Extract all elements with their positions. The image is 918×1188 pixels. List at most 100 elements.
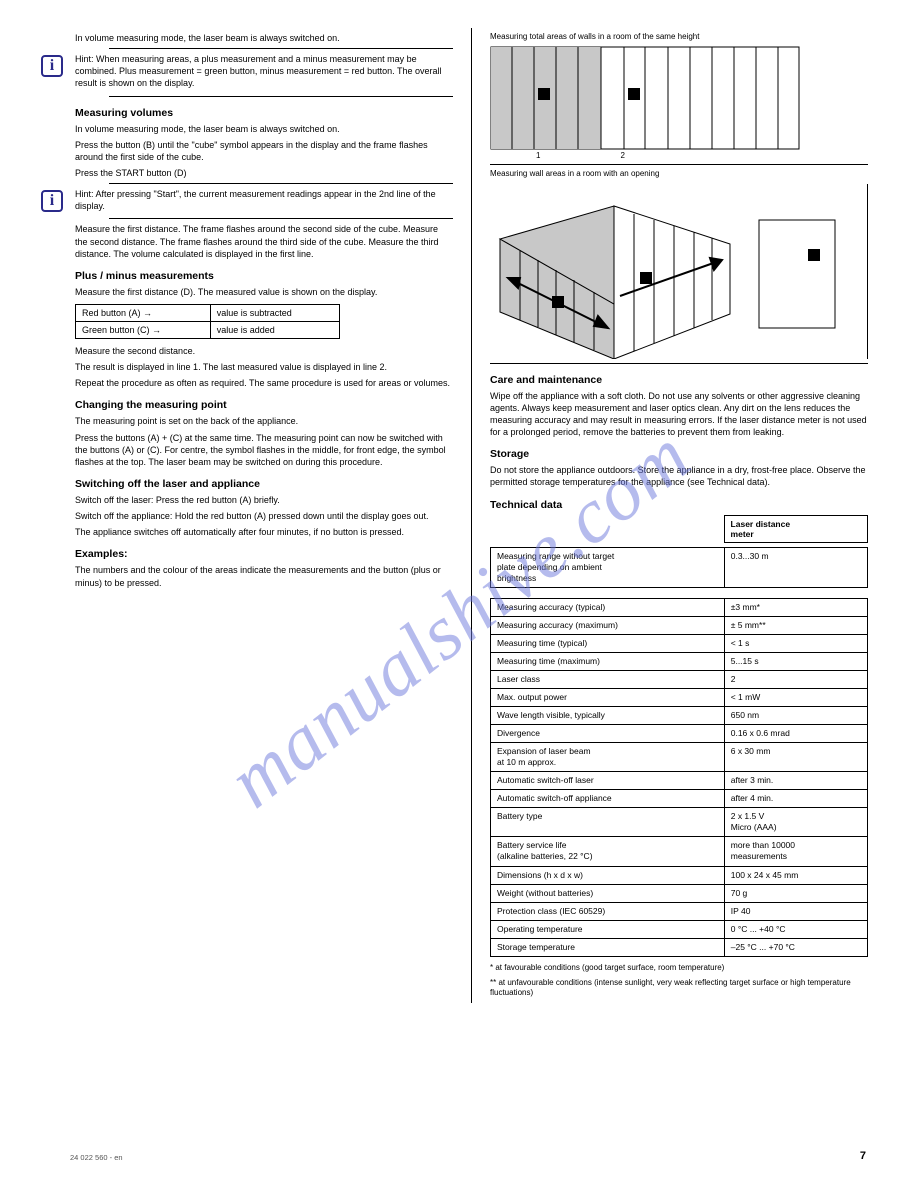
diag-label: 2 [620, 151, 624, 160]
text-para: Measure the second distance. [75, 345, 453, 357]
divider [109, 48, 453, 49]
table-cell: Dimensions (h x d x w) [491, 866, 725, 884]
text-para: Press the START button (D) [75, 167, 453, 179]
spec-table: Measuring accuracy (typical)±3 mm*Measur… [490, 598, 868, 957]
text-para: Press the buttons (A) + (C) at the same … [75, 432, 453, 468]
table-cell: Operating temperature [491, 920, 725, 938]
column-left: In volume measuring mode, the laser beam… [40, 28, 472, 1003]
table-cell: after 3 min. [724, 772, 867, 790]
diagram-2: Measuring wall areas in a room with an o… [490, 169, 868, 358]
text-para: Do not store the appliance outdoors. Sto… [490, 464, 868, 488]
text-para: Press the button (B) until the "cube" sy… [75, 139, 453, 163]
table-cell: Measuring accuracy (typical) [491, 598, 725, 616]
door-diagram-icon [758, 219, 836, 329]
divider [490, 363, 868, 364]
table-cell: value is added [210, 321, 339, 338]
text-para: Switch off the laser: Press the red butt… [75, 494, 453, 506]
table-cell: Battery service life (alkaline batteries… [491, 837, 725, 866]
diagram-caption: Measuring wall areas in a room with an o… [490, 169, 868, 179]
table-cell: –25 °C ... +70 °C [724, 938, 867, 956]
hint-text: Hint: When measuring areas, a plus measu… [75, 53, 453, 89]
table-cell: 650 nm [724, 707, 867, 725]
text-para: The appliance switches off automatically… [75, 526, 453, 538]
table-cell: 70 g [724, 884, 867, 902]
table-cell: Storage temperature [491, 938, 725, 956]
column-right: Measuring total areas of walls in a room… [472, 28, 878, 1003]
plusminus-table: Red button (A) → value is subtracted Gre… [75, 304, 340, 339]
text-para: Switch off the appliance: Hold the red b… [75, 510, 453, 522]
divider [109, 96, 453, 97]
text-para: Repeat the procedure as often as require… [75, 377, 453, 389]
table-cell: Laser distance meter [724, 515, 867, 542]
text-para: Wipe off the appliance with a soft cloth… [490, 390, 868, 439]
heading-techdata: Technical data [490, 499, 868, 511]
table-cell: 2 [724, 670, 867, 688]
table-cell: more than 10000 measurements [724, 837, 867, 866]
table-cell: 5...15 s [724, 652, 867, 670]
info-icon: i [41, 190, 63, 212]
heading-volumes: Measuring volumes [75, 107, 453, 119]
corner-diagram-icon [490, 184, 750, 359]
info-icon: i [41, 55, 63, 77]
table-cell: Laser class [491, 670, 725, 688]
table-cell: Weight (without batteries) [491, 884, 725, 902]
hint-block-2: i Hint: After pressing "Start", the curr… [41, 188, 453, 212]
table-cell: Wave length visible, typically [491, 707, 725, 725]
text-para: The result is displayed in line 1. The l… [75, 361, 453, 373]
table-cell: Divergence [491, 725, 725, 743]
spec-table: Measuring range without target plate dep… [490, 547, 868, 588]
table-cell: 0.16 x 0.6 mrad [724, 725, 867, 743]
text-para: In volume measuring mode, the laser beam… [75, 32, 453, 44]
page-container: In volume measuring mode, the laser beam… [0, 0, 918, 1023]
table-cell: IP 40 [724, 902, 867, 920]
table-cell: Automatic switch-off laser [491, 772, 725, 790]
table-cell: Battery type [491, 808, 725, 837]
table-cell: Red button (A) → [76, 304, 211, 321]
table-cell: 6 x 30 mm [724, 743, 867, 772]
table-cell: value is subtracted [210, 304, 339, 321]
table-cell: Protection class (IEC 60529) [491, 902, 725, 920]
footnote: ** at unfavourable conditions (intense s… [490, 978, 868, 1000]
table-cell: ±3 mm* [724, 598, 867, 616]
table-cell: < 1 mW [724, 689, 867, 707]
divider [109, 183, 453, 184]
wall-diagram-icon [490, 46, 800, 151]
table-cell: after 4 min. [724, 790, 867, 808]
text-para: In volume measuring mode, the laser beam… [75, 123, 453, 135]
text-para: Measure the first distance. The frame fl… [75, 223, 453, 259]
table-cell: Measuring accuracy (maximum) [491, 616, 725, 634]
heading-storage: Storage [490, 448, 868, 460]
table-cell: 100 x 24 x 45 mm [724, 866, 867, 884]
table-cell: 0.3...30 m [724, 547, 867, 587]
heading-care: Care and maintenance [490, 374, 868, 386]
table-cell: 2 x 1.5 V Micro (AAA) [724, 808, 867, 837]
divider [109, 218, 453, 219]
heading-switchoff: Switching off the laser and appliance [75, 478, 453, 490]
heading-measuring-point: Changing the measuring point [75, 399, 453, 411]
diagram-caption: Measuring total areas of walls in a room… [490, 32, 868, 42]
table-cell: Measuring time (typical) [491, 634, 725, 652]
table-cell: Green button (C) → [76, 321, 211, 338]
footnote: * at favourable conditions (good target … [490, 963, 868, 974]
table-cell: Automatic switch-off appliance [491, 790, 725, 808]
table-cell: 0 °C ... +40 °C [724, 920, 867, 938]
hint-text: Hint: After pressing "Start", the curren… [75, 188, 453, 212]
diagram-1: Measuring total areas of walls in a room… [490, 32, 868, 160]
heading-plusminus: Plus / minus measurements [75, 270, 453, 282]
table-cell: Max. output power [491, 689, 725, 707]
text-para: Measure the first distance (D). The meas… [75, 286, 453, 298]
text-para: The numbers and the colour of the areas … [75, 564, 453, 588]
divider [490, 164, 868, 165]
text-para: The measuring point is set on the back o… [75, 415, 453, 427]
footer-code: 24 022 560 - en [70, 1153, 123, 1162]
diag-label: 1 [536, 151, 540, 160]
table-cell: < 1 s [724, 634, 867, 652]
hint-block: i Hint: When measuring areas, a plus mea… [41, 53, 453, 89]
table-cell: ± 5 mm** [724, 616, 867, 634]
page-number: 7 [860, 1150, 866, 1162]
table-cell: Measuring range without target plate dep… [491, 547, 725, 587]
spec-table-head: Laser distance meter [490, 515, 868, 543]
table-cell: Expansion of laser beam at 10 m approx. [491, 743, 725, 772]
table-cell: Measuring time (maximum) [491, 652, 725, 670]
heading-examples: Examples: [75, 548, 453, 560]
